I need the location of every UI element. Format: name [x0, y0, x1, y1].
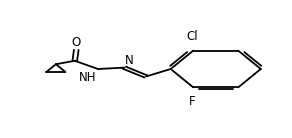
Text: F: F — [188, 95, 195, 108]
Text: NH: NH — [79, 71, 97, 84]
Text: O: O — [72, 35, 81, 49]
Text: N: N — [125, 54, 133, 67]
Text: Cl: Cl — [186, 30, 198, 43]
